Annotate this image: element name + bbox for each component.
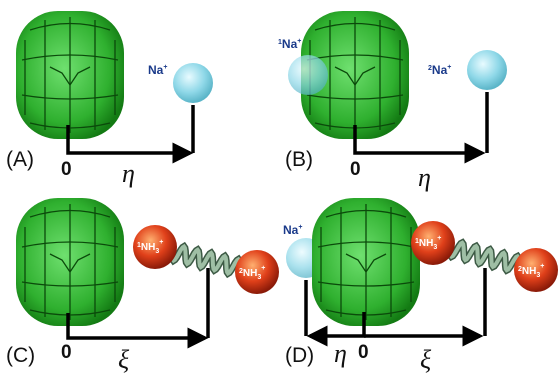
cucurbituril [16,198,124,326]
origin-label: 0 [350,159,361,180]
figure: Na+ (A) 0 η 1Na+ 2Na+ (B) 0 η 1NH3+ 2NH3… [0,0,560,374]
panel-d: Na+ 1NH3+ 2NH3+ (D) η 0 ξ [283,198,558,374]
head-charge: + [437,235,441,242]
panel-label: (B) [285,148,313,171]
ion-label: 1Na+ [278,37,301,51]
coordinate-label: η [334,339,347,368]
ion-text: Na [148,63,164,77]
coordinate-label: ξ [420,345,432,374]
head-text: NH [522,266,536,277]
panel-b: 1Na+ 2Na+ (B) 0 η [278,11,507,192]
panel-label: (D) [285,344,314,367]
ion-label: 2Na+ [428,63,451,77]
head-text: NH [243,268,257,279]
head-sub: 3 [257,274,261,281]
ion-charge: + [298,224,302,231]
head-text: NH [419,238,433,249]
ion-text: Na [282,37,298,51]
origin-label: 0 [61,159,72,180]
ion-text: Na [283,223,299,237]
cucurbituril [312,198,420,326]
head-charge: + [159,239,163,246]
alkyl-chain [172,247,240,274]
origin-label: 0 [358,342,369,363]
head-charge: + [540,263,544,270]
ion-charge: + [163,64,167,71]
cucurbituril [16,11,124,139]
origin-label: 0 [61,342,72,363]
head-sub: 3 [536,272,540,279]
sodium-ion [288,55,328,95]
ion-label: Na+ [283,223,302,237]
panel-c: 1NH3+ 2NH3+ (C) 0 ξ [6,198,279,374]
head-charge: + [261,265,265,272]
head-text: NH [141,242,155,253]
panel-a: Na+ (A) 0 η [6,11,213,188]
ion-text: Na [432,63,448,77]
ion-charge: + [447,64,451,71]
ion-charge: + [297,38,301,45]
sodium-ion [173,63,213,103]
ion-label: Na+ [148,63,167,77]
head-sub: 3 [155,248,159,255]
panel-label: (A) [6,148,34,171]
head-sub: 3 [433,244,437,251]
alkyl-chain [450,243,519,270]
coordinate-label: η [122,159,135,188]
panel-label: (C) [6,344,35,367]
coordinate-label: η [418,163,431,192]
coordinate-label: ξ [118,345,130,374]
sodium-ion [467,50,507,90]
